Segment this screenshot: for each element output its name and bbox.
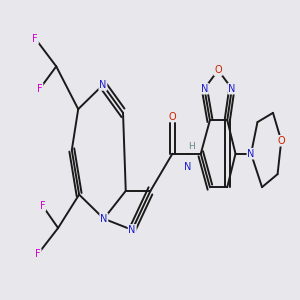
Text: N: N: [128, 225, 136, 235]
Text: O: O: [278, 136, 285, 146]
Text: H: H: [188, 142, 195, 151]
Text: F: F: [40, 201, 45, 211]
Text: F: F: [35, 249, 41, 259]
Text: F: F: [32, 34, 38, 44]
Text: F: F: [37, 84, 43, 94]
Text: N: N: [99, 80, 106, 90]
Text: O: O: [214, 65, 222, 75]
Text: N: N: [201, 84, 208, 94]
Text: N: N: [184, 162, 192, 172]
Text: O: O: [169, 112, 176, 122]
Text: N: N: [100, 214, 107, 224]
Text: N: N: [228, 84, 236, 94]
Text: N: N: [248, 149, 255, 159]
